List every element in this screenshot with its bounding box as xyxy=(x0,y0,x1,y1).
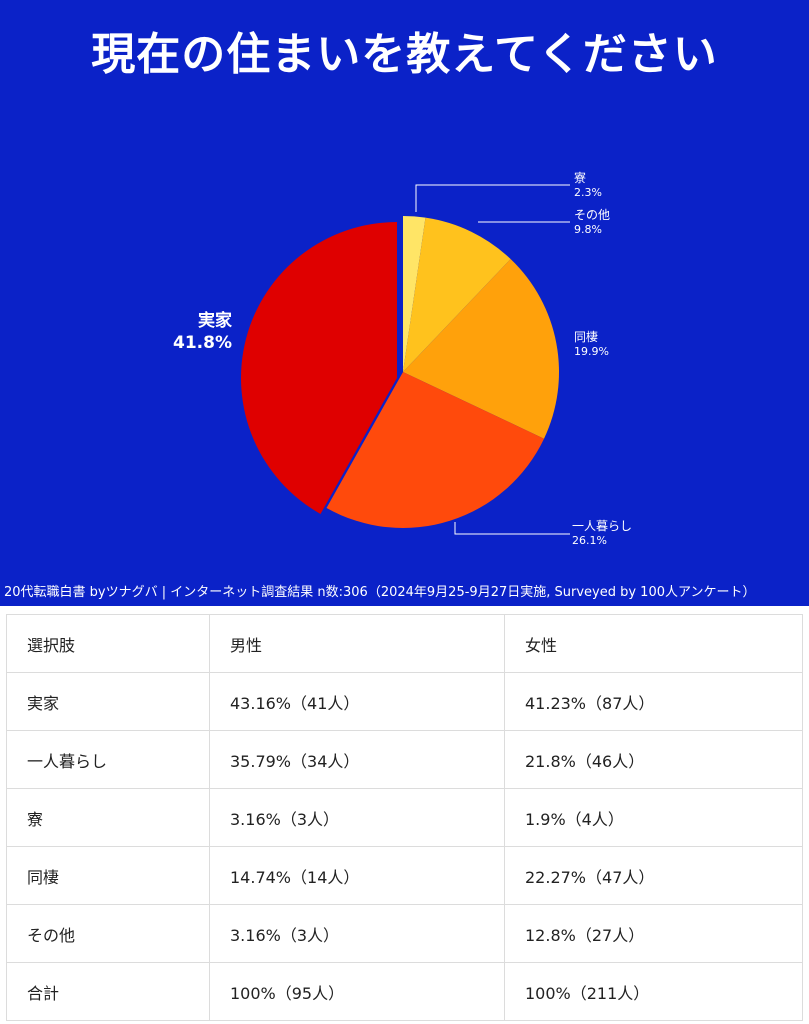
chart-title: 現在の住まいを教えてください xyxy=(91,29,718,80)
slice-label-other: その他 xyxy=(574,208,610,222)
slice-value-living-alone: 26.1% xyxy=(572,534,607,547)
slice-label-cohabiting: 同棲 xyxy=(574,330,598,344)
header-male: 男性 xyxy=(209,614,505,673)
table-row: 一人暮らし 35.79%（34人） 21.8%（46人） xyxy=(6,730,803,789)
table-header-row: 選択肢 男性 女性 xyxy=(6,614,803,673)
female-value: 22.27%（47人） xyxy=(504,846,803,905)
leader-line xyxy=(415,184,570,212)
male-value: 14.74%（14人） xyxy=(209,846,505,905)
slice-label-parents-home: 実家 xyxy=(198,310,232,331)
male-value: 100%（95人） xyxy=(209,962,505,1021)
breakdown-table: 選択肢 男性 女性 実家 43.16%（41人） 41.23%（87人） 一人暮… xyxy=(6,614,803,1021)
table-row: 合計 100%（95人） 100%（211人） xyxy=(6,962,803,1021)
slice-label-living-alone: 一人暮らし xyxy=(572,519,632,533)
row-label: その他 xyxy=(6,904,210,963)
row-label: 合計 xyxy=(6,962,210,1021)
female-value: 12.8%（27人） xyxy=(504,904,803,963)
slice-value-cohabiting: 19.9% xyxy=(574,345,609,358)
row-label: 実家 xyxy=(6,672,210,731)
row-label: 一人暮らし xyxy=(6,730,210,789)
male-value: 3.16%（3人） xyxy=(209,904,505,963)
chart-panel: 現在の住まいを教えてください 寮 2.3% その他 9.8% 同棲 19.9% 一人暮らし 2… xyxy=(0,0,809,606)
slice-value-parents-home: 41.8% xyxy=(173,333,232,353)
leader-line xyxy=(454,522,570,535)
table-row: その他 3.16%（3人） 12.8%（27人） xyxy=(6,904,803,963)
female-value: 21.8%（46人） xyxy=(504,730,803,789)
pie-slice-dorm xyxy=(403,216,426,372)
slice-value-other: 9.8% xyxy=(574,223,602,236)
female-value: 100%（211人） xyxy=(504,962,803,1021)
row-label: 同棲 xyxy=(6,846,210,905)
male-value: 35.79%（34人） xyxy=(209,730,505,789)
slice-label-dorm: 寮 xyxy=(574,170,586,185)
row-label: 寮 xyxy=(6,788,210,847)
pie-slice-other xyxy=(403,217,511,372)
female-value: 41.23%（87人） xyxy=(504,672,803,731)
header-female: 女性 xyxy=(504,614,803,673)
table-row: 実家 43.16%（41人） 41.23%（87人） xyxy=(6,672,803,731)
pie-slice-cohabiting xyxy=(403,259,559,439)
table-row: 同棲 14.74%（14人） 22.27%（47人） xyxy=(6,846,803,905)
source-footer: 20代転職白書 byツナグバ | インターネット調査結果 n数:306（2024… xyxy=(4,585,756,600)
pie-slice-living-alone xyxy=(326,372,545,529)
table-row: 寮 3.16%（3人） 1.9%（4人） xyxy=(6,788,803,847)
pie-slice-parents-home xyxy=(241,222,397,514)
slice-value-dorm: 2.3% xyxy=(574,186,602,199)
male-value: 3.16%（3人） xyxy=(209,788,505,847)
male-value: 43.16%（41人） xyxy=(209,672,505,731)
header-choice: 選択肢 xyxy=(6,614,210,673)
female-value: 1.9%（4人） xyxy=(504,788,803,847)
